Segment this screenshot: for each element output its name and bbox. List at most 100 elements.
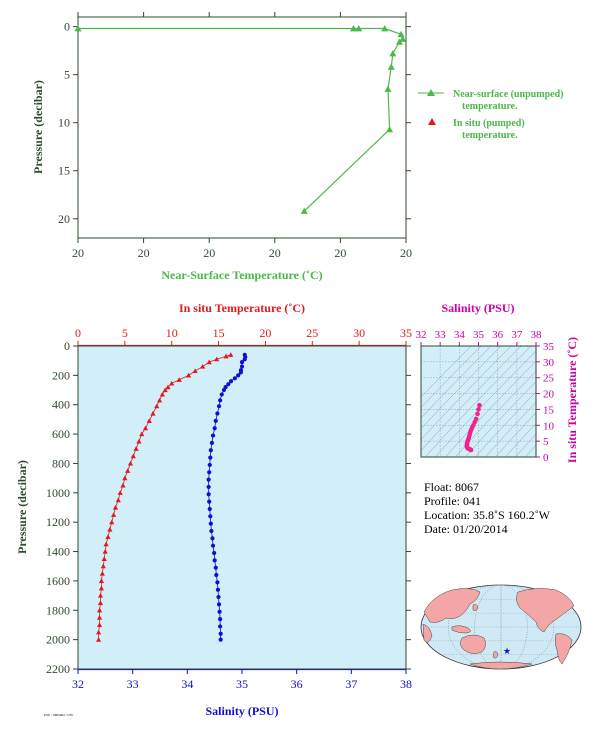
near-surface-unpumped-point — [386, 125, 394, 133]
temperature-point — [103, 541, 109, 547]
temperature-tick-label: 30 — [353, 326, 365, 340]
temperature-point — [127, 460, 134, 466]
profile-axes: 0 5 10 15 20 25 30 35 32 33 34 35 36 37 38 0 200 400 600 80… — [46, 326, 412, 691]
land-asia — [423, 588, 481, 623]
ts-density-contour — [495, 412, 536, 457]
salinity-point — [218, 637, 223, 642]
pressure-tick-label: 0 — [64, 339, 70, 353]
near-surface-y-axis-label: Pressure (decibar) — [31, 80, 45, 174]
ts-temperature-tick-label: 15 — [543, 404, 555, 416]
ts-salinity-tick-label: 37 — [511, 329, 523, 341]
float-location-map: ★ — [420, 584, 582, 670]
salinity-tick-label: 32 — [72, 677, 84, 691]
temperature-point — [176, 377, 182, 382]
ts-inset-temperature-axis-label: In situ Temperature (˚C) — [565, 337, 579, 463]
ts-density-contour — [421, 346, 482, 408]
ts-density-contour — [525, 444, 536, 457]
salinity-point — [210, 536, 215, 541]
ts-density-contour — [455, 370, 536, 457]
ts-salinity-tick-label: 38 — [531, 329, 543, 341]
ts-temperature-tick-label: 10 — [543, 420, 555, 432]
salinity-point — [216, 404, 222, 409]
profile-number-text: Profile: 041 — [424, 494, 481, 508]
temperature-point — [97, 592, 104, 598]
ts-density-contour — [475, 391, 536, 457]
salinity-point — [218, 624, 223, 629]
land-indonesia — [451, 625, 471, 634]
temperature-tick-label: 5 — [122, 326, 128, 340]
salinity-point — [212, 550, 217, 556]
ts-inset-series-layer — [464, 403, 482, 453]
temperature-point — [107, 526, 113, 532]
temperature-tick-label: 35 — [400, 326, 412, 340]
ts-salinity-tick-label: 34 — [454, 329, 466, 341]
land-africa-edge — [422, 623, 433, 643]
map-graticule — [421, 584, 581, 670]
profile-series-layer — [96, 352, 248, 642]
temperature-tick-label: 15 — [213, 326, 225, 340]
map-landmasses — [422, 588, 575, 670]
salinity-point — [207, 462, 212, 468]
salinity-point — [213, 418, 218, 423]
temperature-point — [150, 410, 156, 416]
pressure-tick-label: 2200 — [46, 662, 70, 676]
ts-salinity-tick-label: 35 — [473, 329, 485, 341]
salinity-point — [215, 580, 220, 585]
near-surface-y-tick-label: 0 — [64, 20, 70, 34]
temperature-point — [192, 368, 198, 374]
near-surface-unpumped-point — [399, 35, 407, 42]
salinity-point — [207, 499, 212, 504]
temperature-point — [206, 359, 212, 365]
near-surface-unpumped-point — [384, 85, 392, 92]
temperature-tick-label: 10 — [166, 326, 178, 340]
salinity-point — [215, 411, 220, 416]
near-surface-y-tick-label: 15 — [58, 164, 70, 178]
temperature-point — [146, 418, 152, 423]
temperature-point — [228, 352, 234, 357]
ts-density-contour — [505, 423, 536, 457]
legend-label-unpumped-line1: Near-surface (unpumped) — [453, 89, 563, 100]
pressure-tick-label: 1600 — [46, 574, 70, 588]
near-surface-series-layer — [74, 25, 407, 214]
legend-label-unpumped-line2: temperature. — [462, 101, 518, 112]
map-meridian — [474, 584, 528, 670]
temperature-point — [169, 380, 175, 386]
temperature-tick-label: 20 — [259, 326, 271, 340]
salinity-point — [206, 492, 211, 497]
legend-label-pumped-line2: temperature. — [462, 130, 518, 141]
salinity-point — [207, 470, 212, 475]
temperature-point — [223, 353, 229, 359]
salinity-point — [209, 528, 214, 534]
profile-pressure-axis-label: Pressure (decibar) — [15, 460, 29, 554]
salinity-point — [236, 373, 241, 378]
temperature-point — [99, 570, 105, 576]
temperature-point — [115, 497, 121, 503]
pressure-tick-label: 800 — [52, 456, 70, 470]
temperature-point — [139, 431, 145, 437]
near-surface-unpumped-point — [355, 25, 363, 32]
temperature-point — [214, 356, 220, 362]
temperature-tick-label: 0 — [75, 326, 81, 340]
temperature-point — [156, 397, 163, 403]
ts-density-contour — [421, 346, 502, 430]
salinity-point — [210, 433, 216, 438]
ts-density-contour — [435, 350, 536, 457]
salinity-point — [207, 506, 212, 512]
pressure-tick-label: 200 — [52, 368, 70, 382]
temperature-point — [100, 563, 106, 569]
footer-credit: PSU / MBARI / UW — [44, 713, 74, 717]
ts-density-contour — [421, 346, 472, 398]
land-japan — [472, 604, 479, 611]
land-north-america — [516, 588, 575, 633]
salinity-point — [214, 572, 219, 578]
pressure-tick-label: 600 — [52, 427, 70, 441]
salinity-point — [218, 398, 223, 403]
ts-density-contour — [485, 401, 536, 457]
near-surface-x-tick-0: 20 — [72, 246, 84, 260]
ts-temperature-tick-label: 20 — [543, 389, 555, 401]
near-surface-x-axis-label: Near-Surface Temperature (˚C) — [161, 268, 322, 282]
ts-point — [476, 407, 481, 412]
salinity-point — [213, 565, 218, 570]
ts-temperature-tick-label: 35 — [543, 341, 555, 353]
